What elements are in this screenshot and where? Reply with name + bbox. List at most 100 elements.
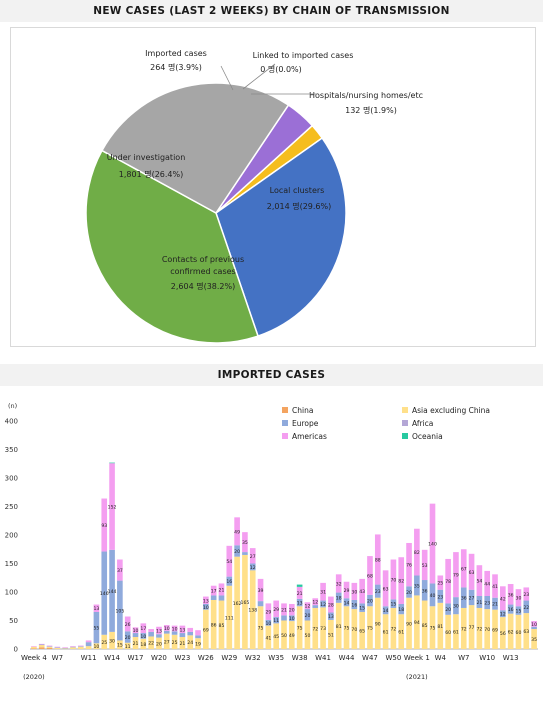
bar-segment-americas: [367, 556, 373, 595]
y-tick-label: 400: [5, 418, 18, 426]
pie-label-local-clusters: Local clusters: [270, 186, 325, 195]
bar-segment-asia-excluding-china: [453, 614, 459, 649]
bar-segment-asia-excluding-china: [390, 607, 397, 649]
bar-data-label: 13: [94, 606, 100, 612]
bar-data-label: 162: [233, 601, 242, 607]
bar-data-label: 26: [125, 622, 131, 628]
x-tick-label: W32: [245, 654, 261, 662]
bar-segment-asia-excluding-china: [445, 614, 451, 649]
bar-segment-americas: [101, 498, 108, 552]
bar-data-label: 72: [312, 626, 318, 632]
bar-segment-asia-excluding-china: [54, 647, 61, 649]
bar-data-label: 61: [398, 630, 404, 636]
bar-segment-asia-excluding-china: [382, 614, 389, 649]
bar-segment-asia-excluding-china: [257, 606, 264, 649]
bar-data-label: 41: [265, 635, 271, 641]
bar-segment-oceania: [109, 462, 115, 464]
bar-segment-asia-excluding-china: [367, 606, 373, 649]
bar-segment-asia-excluding-china: [70, 647, 76, 649]
bar-segment-americas: [351, 582, 358, 600]
x-tick-label: W38: [292, 654, 308, 662]
bar-segment-americas: [140, 623, 147, 634]
pie-chart: Imported cases 264 명(3.9%) Linked to impor…: [85, 49, 423, 344]
bar-segment-asia-excluding-china: [226, 585, 233, 649]
bar-data-label: 75: [258, 626, 264, 632]
bar-segment-americas: [54, 646, 61, 648]
bar-data-label: 21: [281, 607, 287, 613]
bar-segment-americas: [109, 463, 115, 550]
bar-segment-americas: [406, 542, 412, 587]
bar-segment-china: [46, 647, 53, 649]
bar-data-label: 21: [492, 602, 498, 608]
bar-segment-asia-excluding-china: [351, 609, 358, 649]
bar-segment-oceania: [296, 584, 303, 587]
x-tick-label: W35: [268, 654, 284, 662]
bar-data-label: 72: [390, 626, 396, 632]
bar-segment-europe: [117, 580, 123, 641]
bar-segment-asia-excluding-china: [343, 606, 350, 649]
bar-data-label: 72: [461, 626, 467, 632]
bar-segment-americas: [38, 643, 45, 645]
bar-segment-americas: [132, 627, 139, 634]
bar-segment-asia-excluding-china: [273, 623, 279, 649]
bar-segment-asia-excluding-china: [203, 609, 209, 649]
bar-data-label: 25: [101, 640, 107, 646]
bar-data-label: 85: [422, 623, 428, 629]
bar-data-label: 12: [500, 612, 506, 618]
bar-segment-europe: [234, 545, 240, 557]
bar-segment-americas: [390, 559, 397, 600]
pie-label-linked: Linked to imported cases: [253, 51, 354, 60]
bar-data-label: 73: [320, 626, 326, 632]
bar-segment-europe: [492, 597, 498, 610]
bar-data-label: 140: [428, 542, 437, 548]
bar-segment-americas: [304, 602, 311, 610]
bar-data-label: 22: [523, 605, 529, 611]
bar-segment-americas: [320, 582, 326, 601]
bar-segment-americas: [163, 625, 170, 631]
bar-data-label: 30: [351, 589, 357, 595]
bar-data-label: 14: [383, 608, 389, 614]
bar-segment-americas: [523, 587, 530, 601]
x-tick-label: W10: [479, 654, 495, 662]
bar-segment-europe: [242, 552, 248, 555]
bar-data-label: 79: [453, 573, 459, 579]
bar-data-label: 23: [523, 592, 529, 598]
bar-segment-americas: [312, 598, 319, 606]
bar-segment-asia-excluding-china: [328, 619, 334, 649]
bar-data-label: 35: [531, 637, 537, 643]
bar-data-label: 42: [500, 596, 506, 602]
bar-data-label: 54: [476, 579, 482, 585]
bar-data-label: 18: [336, 596, 342, 602]
bar-segment-americas: [414, 528, 420, 576]
bar-data-label: 75: [367, 626, 373, 632]
bar-segment-europe: [343, 598, 350, 607]
pie-slice-contacts-of-previous-confirmed-cases: [85, 149, 259, 344]
bar-data-label: 70: [390, 577, 396, 583]
bar-segment-europe: [109, 549, 115, 632]
bar-data-label: 76: [406, 563, 412, 569]
bar-data-label: 63: [383, 586, 389, 592]
bar-segment-europe: [312, 605, 319, 608]
bar-segment-china: [31, 648, 37, 650]
bar-segment-asia-excluding-china: [507, 613, 514, 649]
bar-data-label: 17: [140, 626, 146, 632]
bar-segment-europe: [414, 575, 420, 596]
bar-segment-asia-excluding-china: [234, 556, 240, 649]
bar-segment-americas: [187, 627, 194, 632]
bar-segment-europe: [46, 646, 53, 647]
bar-segment-americas: [156, 626, 162, 635]
x-tick-label: W17: [128, 654, 144, 662]
legend-label-oceania: Oceania: [412, 432, 443, 441]
x-tick-label: W4: [435, 654, 447, 662]
bar-data-label: 16: [508, 607, 514, 613]
bar-data-label: 72: [476, 626, 482, 632]
bar-segment-asia-excluding-china: [242, 554, 248, 649]
bar-segment-europe: [203, 603, 209, 610]
y-tick-label: 350: [5, 446, 18, 454]
bar-data-label: 30: [516, 596, 522, 602]
x-tick-label: Week 1: [404, 654, 430, 662]
bar-segment-europe: [515, 606, 522, 615]
bar-segment-asia-excluding-china: [359, 611, 365, 649]
bar-segment-asia-excluding-china: [296, 606, 303, 649]
bar-data-label: 111: [225, 615, 234, 621]
